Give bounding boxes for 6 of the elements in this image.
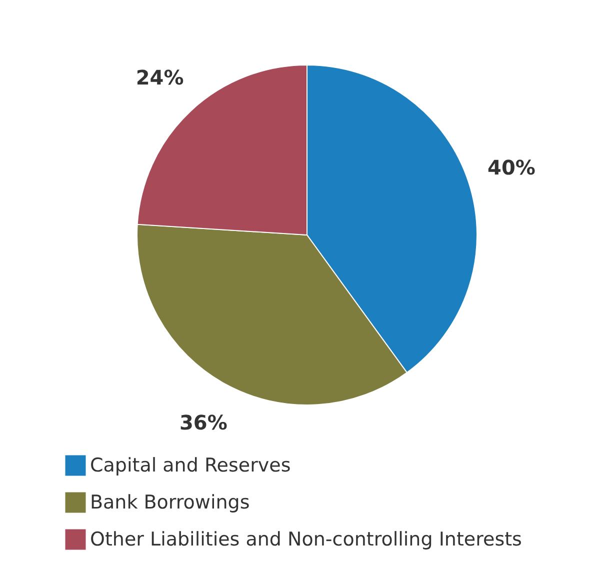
data-label: 24%: [136, 65, 184, 90]
legend-label: Other Liabilities and Non-controlling Interests: [90, 528, 522, 550]
legend-label: Bank Borrowings: [90, 492, 250, 514]
data-label: 36%: [179, 410, 228, 434]
data-label: 40%: [488, 156, 536, 180]
legend-label: Capital and Reserves: [90, 454, 291, 476]
